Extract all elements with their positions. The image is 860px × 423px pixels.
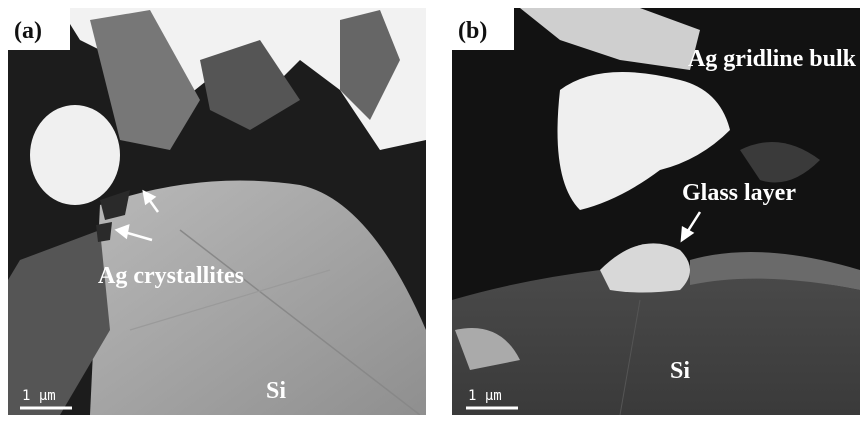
- panel-label: (a): [14, 18, 42, 44]
- region-label: Si: [670, 358, 690, 384]
- figure: (a) Ag crystallites 1 μm Si (b) Ag gridl…: [0, 0, 860, 423]
- annotation-top: Ag gridline bulk: [688, 46, 857, 72]
- scale-bar-label: 1 μm: [22, 388, 56, 404]
- annotation: Ag crystallites: [98, 263, 244, 289]
- panel-a-image: [8, 8, 426, 415]
- region-label: Si: [266, 378, 286, 404]
- panel-label: (b): [458, 18, 487, 44]
- scale-bar-label: 1 μm: [468, 388, 502, 404]
- annotation: Glass layer: [682, 180, 796, 206]
